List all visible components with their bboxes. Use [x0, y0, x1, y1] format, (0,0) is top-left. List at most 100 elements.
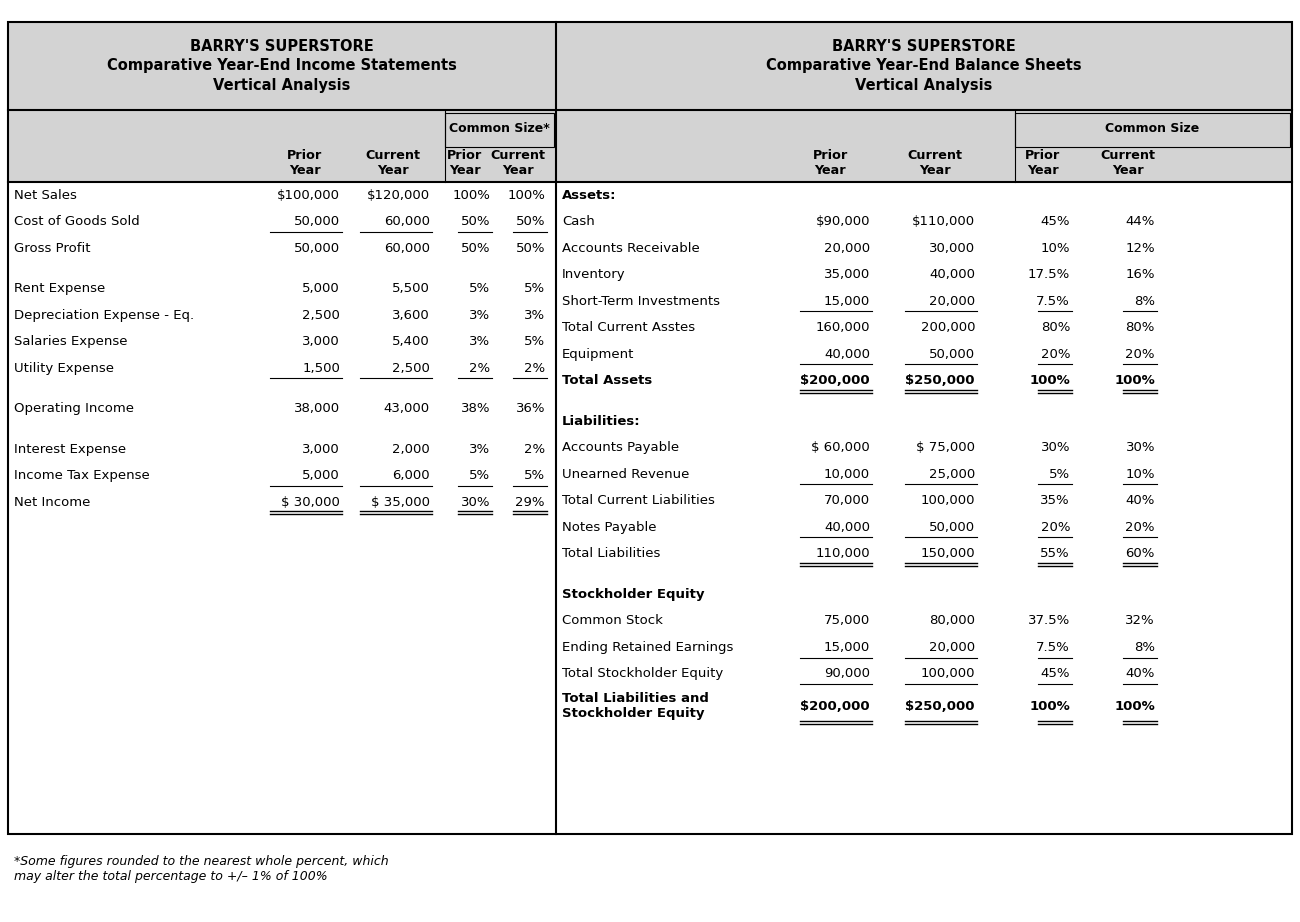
Text: Current
Year: Current Year	[365, 148, 420, 176]
Text: $ 75,000: $ 75,000	[916, 442, 975, 455]
Text: 60,000: 60,000	[384, 242, 430, 254]
Text: $120,000: $120,000	[367, 189, 430, 202]
Text: 20%: 20%	[1040, 348, 1070, 361]
Text: 17.5%: 17.5%	[1028, 268, 1070, 281]
Text: $250,000: $250,000	[906, 374, 975, 387]
Text: 40,000: 40,000	[824, 348, 870, 361]
Text: Current
Year: Current Year	[1100, 148, 1154, 176]
Text: 100%: 100%	[1114, 700, 1154, 713]
Text: Prior
Year: Prior Year	[447, 148, 482, 176]
Bar	[8, 22, 556, 110]
Text: 60%: 60%	[1126, 548, 1154, 561]
Text: $ 60,000: $ 60,000	[811, 442, 870, 455]
Text: Equipment: Equipment	[562, 348, 634, 361]
Text: 2,500: 2,500	[393, 361, 430, 374]
Text: 2%: 2%	[524, 443, 545, 455]
Text: Stockholder Equity: Stockholder Equity	[562, 587, 705, 601]
Text: 3,000: 3,000	[302, 443, 341, 455]
Text: $110,000: $110,000	[911, 215, 975, 229]
Text: Prior
Year: Prior Year	[287, 148, 322, 176]
Text: 3%: 3%	[524, 309, 545, 322]
Text: Rent Expense: Rent Expense	[14, 282, 105, 295]
Text: Interest Expense: Interest Expense	[14, 443, 126, 455]
Text: Unearned Revenue: Unearned Revenue	[562, 467, 689, 480]
Text: Operating Income: Operating Income	[14, 402, 134, 415]
Text: 80%: 80%	[1126, 321, 1154, 335]
Text: 2,500: 2,500	[302, 309, 341, 322]
Text: 37.5%: 37.5%	[1028, 614, 1070, 627]
Text: 6,000: 6,000	[393, 469, 430, 482]
Text: 15,000: 15,000	[824, 295, 870, 308]
Text: Total Stockholder Equity: Total Stockholder Equity	[562, 668, 723, 680]
Text: $200,000: $200,000	[801, 374, 870, 387]
Text: 70,000: 70,000	[824, 494, 870, 507]
Text: 30%: 30%	[1040, 442, 1070, 455]
Text: 7.5%: 7.5%	[1036, 641, 1070, 654]
Text: Current
Year: Current Year	[907, 148, 962, 176]
Text: 160,000: 160,000	[815, 321, 870, 335]
Text: 10%: 10%	[1126, 467, 1154, 480]
Text: 5%: 5%	[469, 469, 490, 482]
Bar	[8, 22, 1292, 834]
Text: 50,000: 50,000	[930, 521, 975, 534]
Text: Stockholder Equity: Stockholder Equity	[562, 707, 705, 720]
Text: 20%: 20%	[1126, 348, 1154, 361]
Text: 40%: 40%	[1126, 494, 1154, 507]
Text: $90,000: $90,000	[815, 215, 870, 229]
Text: 30,000: 30,000	[930, 242, 975, 254]
Bar	[556, 22, 1292, 110]
Text: 35%: 35%	[1040, 494, 1070, 507]
Text: Cash: Cash	[562, 215, 595, 229]
Text: Total Liabilities and: Total Liabilities and	[562, 692, 709, 704]
Text: 10,000: 10,000	[824, 467, 870, 480]
Text: 5%: 5%	[1049, 467, 1070, 480]
Text: 150,000: 150,000	[920, 548, 975, 561]
Text: 3,000: 3,000	[302, 336, 341, 349]
Text: 36%: 36%	[516, 402, 545, 415]
Text: Net Income: Net Income	[14, 496, 91, 509]
Text: Assets:: Assets:	[562, 189, 616, 202]
Text: 100%: 100%	[452, 189, 490, 202]
Text: Utility Expense: Utility Expense	[14, 361, 114, 374]
Text: 5,500: 5,500	[393, 282, 430, 295]
Text: Current
Year: Current Year	[490, 148, 545, 176]
Text: 43,000: 43,000	[384, 402, 430, 415]
Text: 8%: 8%	[1134, 295, 1154, 308]
Text: 35,000: 35,000	[824, 268, 870, 281]
Bar	[1015, 112, 1290, 148]
Text: 5%: 5%	[524, 469, 545, 482]
Text: 100,000: 100,000	[920, 494, 975, 507]
Text: 50%: 50%	[516, 242, 545, 254]
Text: 100,000: 100,000	[920, 668, 975, 680]
Text: 50%: 50%	[516, 215, 545, 229]
Text: 20%: 20%	[1126, 521, 1154, 534]
Text: Net Sales: Net Sales	[14, 189, 77, 202]
Text: 110,000: 110,000	[815, 548, 870, 561]
Text: Common Stock: Common Stock	[562, 614, 663, 627]
Text: 50%: 50%	[460, 242, 490, 254]
Text: 90,000: 90,000	[824, 668, 870, 680]
Text: 40,000: 40,000	[824, 521, 870, 534]
Text: 200,000: 200,000	[920, 321, 975, 335]
Text: BARRY'S SUPERSTORE
Comparative Year-End Income Statements
Vertical Analysis: BARRY'S SUPERSTORE Comparative Year-End …	[107, 39, 456, 93]
Text: BARRY'S SUPERSTORE
Comparative Year-End Balance Sheets
Vertical Analysis: BARRY'S SUPERSTORE Comparative Year-End …	[766, 39, 1082, 93]
Text: 7.5%: 7.5%	[1036, 295, 1070, 308]
Text: 2,000: 2,000	[393, 443, 430, 455]
Text: Accounts Payable: Accounts Payable	[562, 442, 679, 455]
Text: Total Assets: Total Assets	[562, 374, 653, 387]
Text: 45%: 45%	[1040, 215, 1070, 229]
Text: 40%: 40%	[1126, 668, 1154, 680]
Text: 40,000: 40,000	[930, 268, 975, 281]
Text: $ 30,000: $ 30,000	[281, 496, 341, 509]
Text: 29%: 29%	[516, 496, 545, 509]
Bar	[445, 112, 554, 148]
Text: Salaries Expense: Salaries Expense	[14, 336, 127, 349]
Text: 100%: 100%	[1114, 374, 1154, 387]
Text: 25,000: 25,000	[928, 467, 975, 480]
Text: 10%: 10%	[1040, 242, 1070, 254]
Text: 2%: 2%	[524, 361, 545, 374]
Text: 20,000: 20,000	[930, 295, 975, 308]
Text: 5,000: 5,000	[302, 469, 341, 482]
Text: 5%: 5%	[524, 336, 545, 349]
Text: Ending Retained Earnings: Ending Retained Earnings	[562, 641, 733, 654]
